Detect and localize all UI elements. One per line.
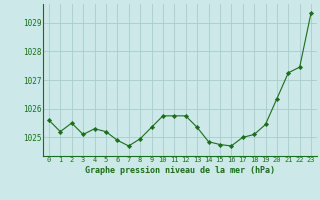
X-axis label: Graphe pression niveau de la mer (hPa): Graphe pression niveau de la mer (hPa) (85, 166, 275, 175)
